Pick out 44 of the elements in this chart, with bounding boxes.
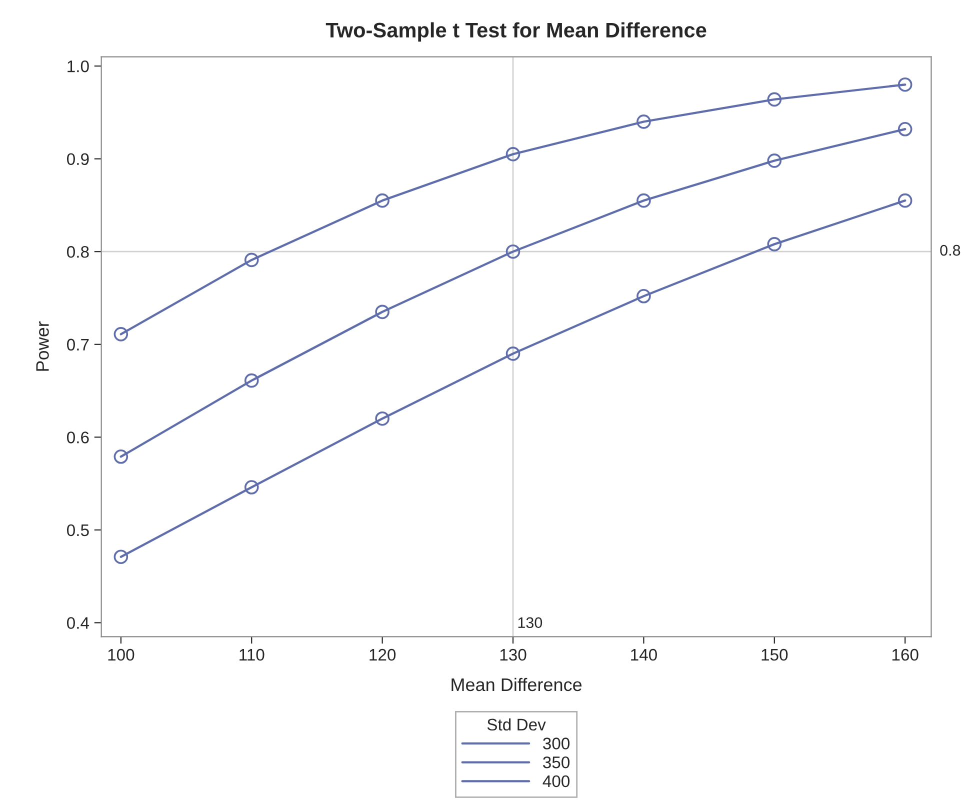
point <box>636 114 651 129</box>
point <box>506 147 520 162</box>
point <box>898 77 912 92</box>
point <box>898 193 912 208</box>
point <box>767 237 782 252</box>
point <box>114 327 128 342</box>
x-tick-label: 130 <box>500 648 526 661</box>
y-tick-label: 0.9 <box>67 153 89 166</box>
point <box>767 92 782 107</box>
y-tick-label: 0.6 <box>67 432 89 444</box>
chart-title: Two-Sample t Test for Mean Difference <box>326 22 706 42</box>
y-tick-label: 0.4 <box>67 617 90 629</box>
legend-label: 400 <box>542 775 570 788</box>
legend-label: 300 <box>543 738 570 750</box>
point <box>636 193 651 208</box>
point <box>636 288 651 304</box>
point <box>375 304 390 320</box>
point <box>506 346 520 361</box>
x-tick-label: 110 <box>240 648 264 661</box>
point <box>506 244 520 259</box>
y-tick-label: 1.0 <box>68 60 89 72</box>
x-axis-title: Mean Difference <box>452 678 582 692</box>
point <box>898 122 912 136</box>
y-tick-label: 0.7 <box>67 338 89 351</box>
x-tick-label: 160 <box>892 648 918 661</box>
y-axis-title: Power <box>36 321 49 371</box>
ref-line-label: 130 <box>518 617 542 628</box>
y-tick-label: 0.8 <box>67 246 89 258</box>
point <box>244 480 259 494</box>
x-tick-label: 140 <box>631 648 657 661</box>
y-tick-label: 0.5 <box>67 524 89 536</box>
point <box>244 373 259 388</box>
ref-line-label: 0.8 <box>940 244 960 256</box>
legend-title: Std Dev <box>487 718 546 731</box>
x-tick-label: 150 <box>762 648 788 661</box>
point <box>375 193 390 208</box>
point <box>114 550 128 564</box>
x-tick-label: 100 <box>108 648 134 661</box>
legend-label: 350 <box>543 756 570 768</box>
x-tick-label: 120 <box>370 648 396 661</box>
point <box>767 154 782 168</box>
point <box>114 449 128 464</box>
point <box>375 411 390 426</box>
point <box>244 252 259 268</box>
